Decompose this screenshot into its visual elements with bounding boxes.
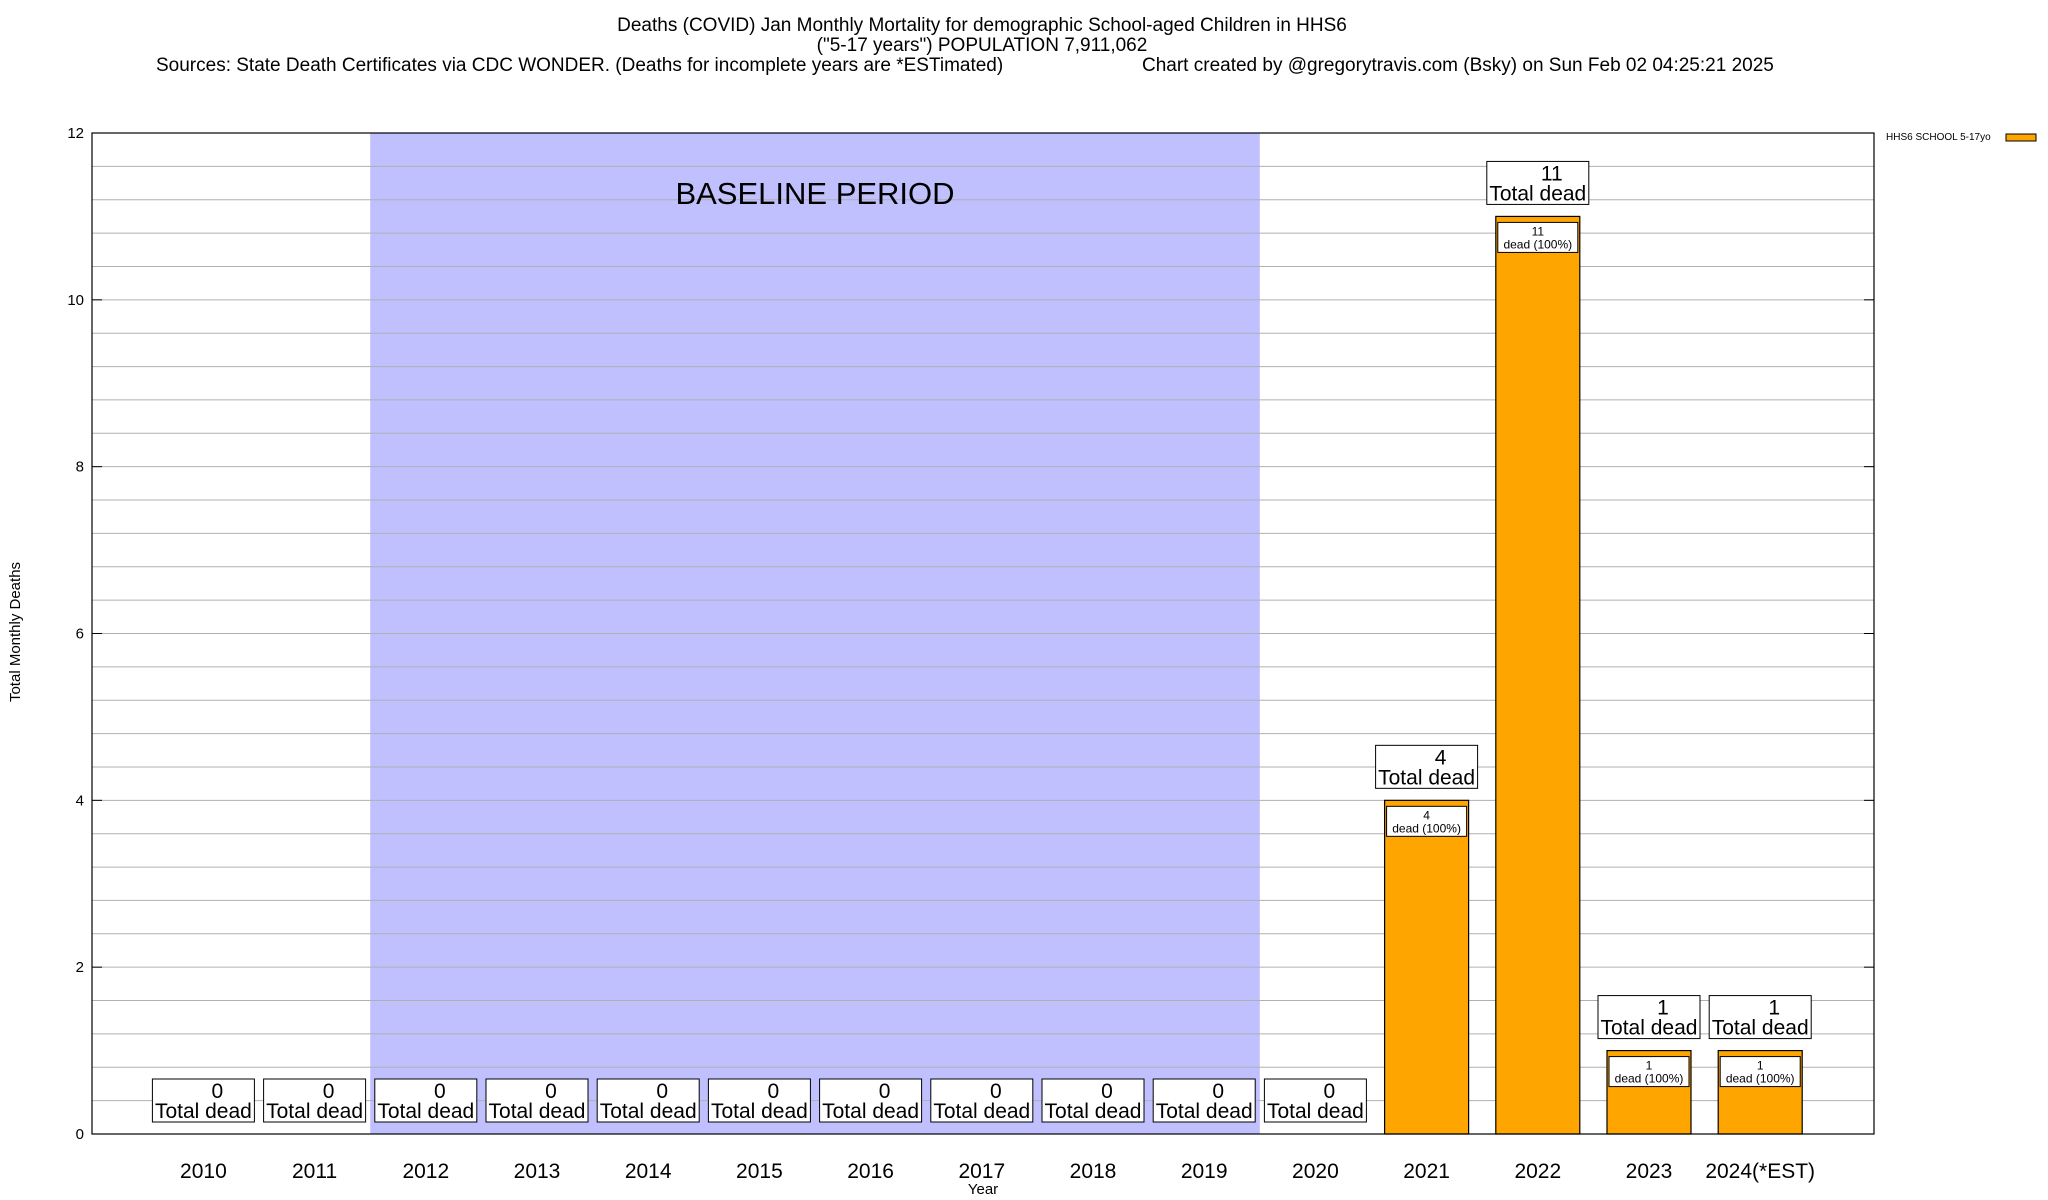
total-dead-label: Total dead (711, 1100, 808, 1123)
x-tick-label: 2017 (958, 1160, 1005, 1183)
x-tick-label: 2015 (736, 1160, 783, 1183)
total-dead-label: Total dead (1378, 766, 1475, 789)
total-label-box (707, 1078, 811, 1123)
total-dead-label: Total dead (1267, 1100, 1364, 1123)
y-tick-label: 12 (67, 125, 84, 142)
y-tick-label: 0 (76, 1126, 84, 1143)
segment-percent-label: dead (100%) (1615, 1072, 1684, 1086)
total-label-box (596, 1078, 700, 1123)
legend-swatch (2005, 133, 2037, 142)
total-dead-label: Total dead (933, 1100, 1030, 1123)
total-label-box (1375, 744, 1479, 789)
chart-title-line-2: ("5-17 years") POPULATION 7,911,062 (817, 35, 1148, 56)
segment-value-label: 1 (1646, 1059, 1653, 1073)
total-label-box (485, 1078, 589, 1123)
total-value-label: 0 (434, 1080, 446, 1103)
total-value-label: 0 (879, 1080, 891, 1103)
segment-percent-label: dead (100%) (1726, 1072, 1795, 1086)
total-value-label: 1 (1768, 997, 1780, 1020)
bar (1495, 215, 1581, 1135)
x-axis-label: Year (968, 1181, 998, 1198)
total-label-box (1152, 1078, 1256, 1123)
total-label-box (1486, 160, 1590, 205)
x-tick-label: 2024(*EST) (1705, 1160, 1815, 1183)
plot-frame (91, 132, 1875, 1135)
total-value-label: 0 (990, 1080, 1002, 1103)
total-dead-label: Total dead (1712, 1017, 1809, 1040)
x-tick-label: 2016 (847, 1160, 894, 1183)
total-dead-label: Total dead (155, 1100, 252, 1123)
total-label-box (819, 1078, 923, 1123)
total-dead-label: Total dead (822, 1100, 919, 1123)
x-tick-label: 2021 (1403, 1160, 1450, 1183)
total-dead-label: Total dead (1489, 182, 1586, 205)
total-dead-label: Total dead (1045, 1100, 1142, 1123)
total-label-box (930, 1078, 1034, 1123)
x-tick-label: 2010 (180, 1160, 227, 1183)
x-tick-label: 2018 (1070, 1160, 1117, 1183)
chart-credit: Chart created by @gregorytravis.com (Bsk… (1142, 55, 1774, 76)
segment-label-box (1608, 1056, 1690, 1088)
segment-value-label: 4 (1423, 808, 1430, 822)
x-tick-label: 2023 (1626, 1160, 1673, 1183)
total-value-label: 0 (768, 1080, 780, 1103)
total-dead-label: Total dead (377, 1100, 474, 1123)
total-value-label: 0 (1324, 1080, 1336, 1103)
x-tick-label: 2014 (625, 1160, 672, 1183)
x-tick-label: 2019 (1181, 1160, 1228, 1183)
segment-percent-label: dead (100%) (1392, 821, 1461, 835)
total-label-box (1708, 995, 1812, 1040)
total-value-label: 0 (323, 1080, 335, 1103)
total-label-box (1263, 1078, 1367, 1123)
chart-title-line-1: Deaths (COVID) Jan Monthly Mortality for… (617, 15, 1347, 36)
baseline-period-label: BASELINE PERIOD (675, 176, 954, 211)
total-dead-label: Total dead (600, 1100, 697, 1123)
y-tick-label: 6 (76, 626, 84, 643)
total-value-label: 0 (545, 1080, 557, 1103)
segment-value-label: 11 (1532, 224, 1545, 238)
total-label-box (263, 1078, 367, 1123)
segment-percent-label: dead (100%) (1503, 237, 1572, 251)
x-tick-label: 2022 (1514, 1160, 1561, 1183)
bar (1383, 799, 1470, 1135)
x-tick-label: 2020 (1292, 1160, 1339, 1183)
segment-label-box (1497, 221, 1579, 253)
segment-value-label: 1 (1757, 1059, 1764, 1073)
total-label-box (151, 1078, 255, 1123)
y-tick-label: 2 (76, 959, 84, 976)
total-dead-label: Total dead (1601, 1017, 1698, 1040)
total-value-label: 0 (1101, 1080, 1113, 1103)
total-value-label: 11 (1541, 162, 1563, 185)
segment-label-box (1386, 805, 1468, 837)
y-axis-label: Total Monthly Deaths (7, 562, 24, 702)
segment-label-box (1719, 1056, 1801, 1088)
total-label-box (374, 1078, 478, 1123)
y-tick-label: 10 (67, 292, 84, 309)
total-dead-label: Total dead (1156, 1100, 1253, 1123)
total-label-box (1597, 995, 1701, 1040)
legend: HHS6 SCHOOL 5-17yo (1886, 132, 2037, 143)
total-dead-label: Total dead (266, 1100, 363, 1123)
y-tick-label: 8 (76, 459, 84, 476)
total-value-label: 1 (1657, 997, 1669, 1020)
total-value-label: 4 (1435, 746, 1447, 769)
y-tick-label: 4 (76, 792, 84, 809)
total-label-box (1041, 1078, 1145, 1123)
total-dead-label: Total dead (489, 1100, 586, 1123)
total-value-label: 0 (212, 1080, 224, 1103)
total-value-label: 0 (1212, 1080, 1224, 1103)
x-tick-label: 2013 (514, 1160, 561, 1183)
chart-sources: Sources: State Death Certificates via CD… (156, 55, 1003, 76)
legend-series-label: HHS6 SCHOOL 5-17yo (1886, 132, 1991, 143)
x-tick-label: 2011 (292, 1160, 337, 1183)
x-tick-label: 2012 (402, 1160, 449, 1183)
total-value-label: 0 (656, 1080, 668, 1103)
